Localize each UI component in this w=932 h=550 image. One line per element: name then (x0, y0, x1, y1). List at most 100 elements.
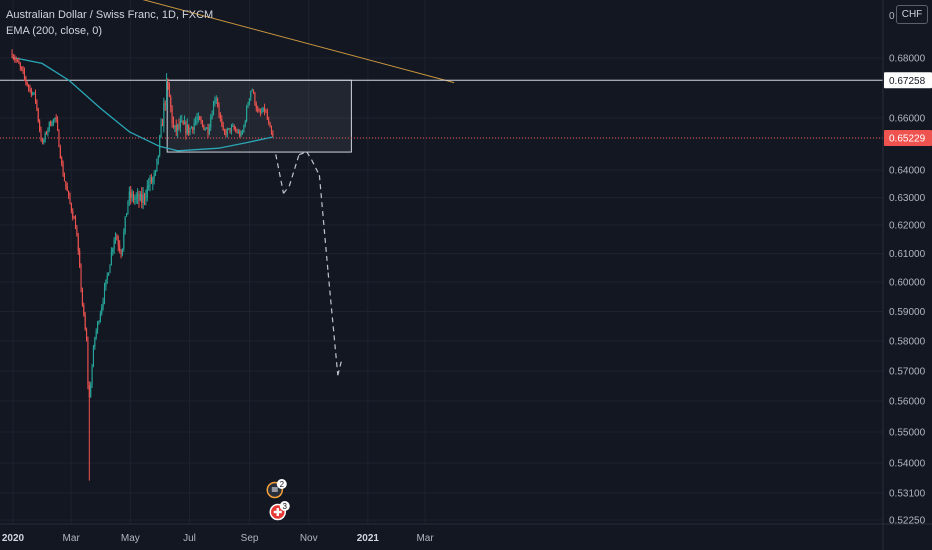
candle-body-173 (250, 91, 252, 99)
candle-108 (160, 118, 162, 138)
event-marker-0[interactable]: 2 (266, 479, 287, 499)
candle-105 (156, 158, 158, 172)
candle-35 (59, 144, 61, 159)
candle-body-171 (247, 103, 249, 108)
candle-83 (126, 213, 128, 217)
candle-body-12 (28, 85, 30, 88)
candle-body-86 (130, 191, 132, 198)
candle-body-162 (235, 129, 237, 131)
candle-42 (69, 192, 71, 205)
candle-body-103 (153, 173, 155, 179)
candle-36 (61, 156, 63, 167)
candle-body-88 (132, 193, 135, 200)
price-tick-14: 0.54000 (889, 459, 926, 470)
candle-106 (157, 155, 159, 165)
candle-103 (153, 170, 155, 185)
range-box (166, 79, 352, 153)
candle-body-74 (113, 239, 115, 249)
event-markers[interactable]: 23 (266, 479, 290, 521)
candle-body-42 (69, 195, 71, 204)
candle-body-38 (63, 175, 66, 182)
candle-body-19 (37, 109, 39, 122)
candle-163 (236, 128, 238, 134)
candle-body-172 (248, 98, 250, 104)
candle-170 (246, 104, 248, 123)
candle-body-100 (149, 177, 151, 186)
candle-body-133 (195, 120, 197, 124)
candle-95 (142, 187, 144, 210)
candle-body-59 (92, 346, 95, 367)
candle-13 (29, 84, 31, 93)
candle-body-166 (240, 132, 242, 136)
candle-body-155 (225, 131, 227, 135)
candle-84 (127, 200, 129, 215)
candle-4 (17, 59, 19, 63)
candle-body-79 (120, 250, 122, 255)
candle-body-75 (114, 236, 117, 240)
candle-146 (212, 100, 215, 116)
candle-body-62 (97, 322, 99, 331)
resistance-price-badge (884, 72, 932, 89)
candle-126 (185, 120, 187, 140)
currency-button[interactable]: CHF (896, 5, 928, 24)
candle-48 (77, 232, 79, 256)
candle-body-189 (272, 132, 274, 137)
candle-8 (22, 66, 24, 75)
candle-65 (101, 303, 103, 316)
candle-23 (43, 138, 45, 145)
event-marker-1[interactable]: 3 (269, 501, 290, 521)
candle-body-99 (148, 185, 150, 187)
candle-body-4 (17, 60, 19, 62)
symbol-title[interactable]: Australian Dollar / Swiss Franc, 1D, FXC… (6, 9, 214, 21)
candle-90 (135, 192, 137, 204)
candle-98 (146, 180, 148, 202)
flag-cross-h (273, 510, 282, 514)
candle-175 (252, 89, 255, 95)
candle-189 (272, 130, 274, 137)
candle-119 (175, 119, 177, 136)
candle-body-179 (258, 110, 260, 112)
candle-body-132 (193, 123, 195, 130)
candle-118 (174, 125, 176, 133)
candle-139 (203, 124, 205, 131)
candle-34 (58, 129, 60, 148)
candle-body-68 (105, 279, 107, 288)
candle-132 (193, 118, 195, 135)
candle-body-70 (108, 273, 110, 276)
candle-166 (240, 130, 242, 138)
candle-body-159 (230, 126, 233, 132)
candle-19 (37, 107, 39, 123)
candle-body-23 (43, 140, 45, 142)
price-tick-11: 0.57000 (889, 367, 926, 378)
candle-body-127 (186, 124, 188, 134)
candle-27 (48, 121, 50, 132)
candle-136 (199, 115, 201, 121)
candle-15 (32, 91, 34, 96)
candle-body-141 (206, 127, 208, 129)
candle-body-41 (68, 191, 70, 196)
candle-body-44 (72, 211, 74, 218)
event-count-0: 2 (280, 480, 285, 489)
candle-162 (235, 126, 237, 133)
candle-93 (139, 191, 141, 202)
candle-body-48 (77, 236, 79, 251)
candle-body-143 (208, 127, 210, 134)
candle-3 (15, 56, 17, 63)
range-box-layer (0, 79, 883, 153)
time-tick-3: Jul (183, 533, 196, 544)
indicator-label[interactable]: EMA (200, close, 0) (6, 25, 102, 37)
candle-110 (163, 97, 165, 133)
candle-80 (121, 248, 123, 257)
candle-62 (97, 320, 99, 334)
candle-body-10 (25, 77, 27, 82)
event-count-bubble-0 (276, 479, 287, 489)
candle-body-33 (57, 119, 59, 131)
candle-43 (70, 202, 72, 214)
candle-73 (112, 247, 114, 256)
candle-body-129 (189, 128, 191, 134)
candle-body-113 (167, 78, 169, 83)
candle-172 (248, 98, 250, 106)
candle-body-124 (182, 121, 184, 125)
candle-184 (265, 109, 267, 113)
